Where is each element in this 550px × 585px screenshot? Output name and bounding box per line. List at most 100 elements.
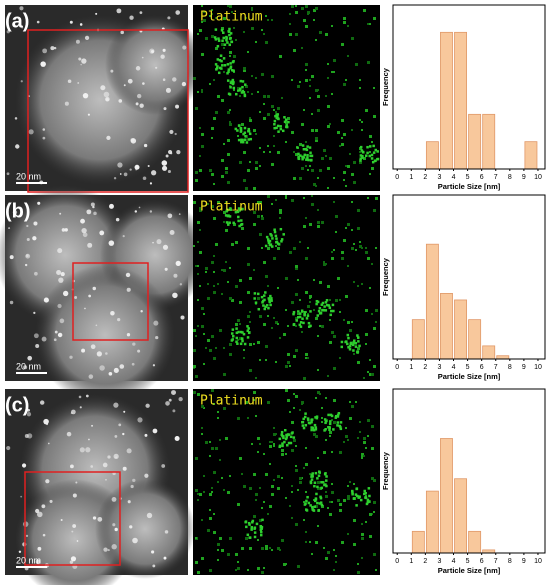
pt-signal bbox=[295, 5, 297, 7]
pt-signal bbox=[213, 513, 215, 515]
pt-cluster bbox=[359, 154, 363, 157]
pt-signal bbox=[333, 71, 335, 73]
pt-particle bbox=[64, 101, 69, 106]
pt-particle bbox=[175, 260, 181, 266]
pt-cluster bbox=[327, 304, 331, 307]
pt-particle bbox=[24, 263, 28, 267]
pt-signal bbox=[279, 337, 281, 339]
pt-cluster bbox=[310, 418, 313, 422]
pt-signal bbox=[353, 353, 355, 355]
pt-signal bbox=[277, 323, 279, 325]
x-axis-label: Particle Size [nm] bbox=[438, 372, 501, 381]
pt-signal bbox=[361, 283, 363, 285]
pt-cluster bbox=[235, 336, 239, 340]
pt-particle bbox=[160, 54, 165, 59]
pt-signal bbox=[229, 267, 231, 269]
pt-cluster bbox=[309, 151, 312, 155]
pt-particle bbox=[25, 253, 31, 259]
pt-signal bbox=[219, 439, 221, 441]
pt-cluster bbox=[244, 83, 247, 86]
pt-signal bbox=[317, 225, 320, 228]
pt-cluster bbox=[331, 303, 335, 307]
pt-cluster bbox=[376, 150, 379, 153]
pt-signal bbox=[359, 147, 362, 150]
pt-cluster bbox=[320, 503, 324, 507]
pt-cluster bbox=[292, 436, 296, 439]
pt-signal bbox=[251, 9, 253, 11]
pt-cluster bbox=[324, 421, 327, 425]
pt-particle bbox=[75, 481, 78, 484]
pt-particle bbox=[88, 294, 92, 298]
pt-signal bbox=[289, 23, 291, 25]
pt-particle bbox=[87, 242, 93, 248]
pt-cluster bbox=[242, 332, 246, 336]
pt-cluster bbox=[229, 208, 233, 211]
pt-signal bbox=[323, 263, 326, 266]
pt-signal bbox=[313, 433, 316, 436]
pt-signal bbox=[331, 25, 333, 27]
pt-signal bbox=[221, 549, 224, 552]
pt-signal bbox=[315, 435, 318, 438]
pt-signal bbox=[199, 209, 202, 212]
pt-signal bbox=[199, 207, 201, 209]
pt-cluster bbox=[248, 132, 252, 136]
pt-signal bbox=[327, 63, 329, 65]
pt-cluster bbox=[262, 304, 265, 307]
pt-signal bbox=[195, 489, 198, 492]
pt-cluster bbox=[237, 207, 241, 210]
pt-cluster bbox=[241, 85, 244, 89]
pt-signal bbox=[269, 441, 271, 443]
pt-signal bbox=[333, 59, 336, 62]
x-tick-label: 8 bbox=[508, 558, 512, 565]
pt-signal bbox=[267, 145, 269, 147]
pt-signal bbox=[247, 263, 250, 266]
pt-particle bbox=[99, 365, 105, 371]
pt-cluster bbox=[366, 500, 370, 504]
pt-particle bbox=[179, 283, 183, 286]
pt-signal bbox=[373, 511, 375, 513]
pt-signal bbox=[223, 269, 226, 272]
pt-cluster bbox=[268, 239, 272, 243]
pt-particle bbox=[14, 117, 18, 120]
pt-particle bbox=[69, 355, 73, 359]
pt-signal bbox=[303, 519, 305, 521]
pt-particle bbox=[28, 129, 34, 135]
pt-particle bbox=[45, 479, 50, 484]
pt-particle bbox=[130, 484, 134, 489]
pt-cluster bbox=[309, 154, 312, 158]
pt-cluster bbox=[217, 37, 220, 40]
pt-signal bbox=[257, 437, 260, 440]
pt-signal bbox=[329, 341, 332, 344]
pt-particle bbox=[155, 66, 158, 69]
pt-cluster bbox=[241, 80, 245, 83]
pt-signal bbox=[231, 243, 234, 246]
pt-signal bbox=[323, 261, 325, 263]
pt-signal bbox=[237, 561, 239, 563]
pt-cluster bbox=[346, 333, 350, 337]
pt-particle bbox=[62, 290, 69, 297]
pt-signal bbox=[269, 547, 271, 549]
pt-signal bbox=[239, 301, 242, 304]
pt-signal bbox=[367, 371, 369, 373]
pt-signal bbox=[195, 107, 198, 110]
pt-signal bbox=[285, 141, 287, 143]
pt-particle bbox=[127, 500, 131, 504]
pt-particle bbox=[81, 348, 86, 353]
pt-signal bbox=[291, 199, 294, 202]
pt-signal bbox=[223, 347, 225, 349]
pt-signal bbox=[221, 99, 224, 102]
pt-cluster bbox=[324, 428, 327, 431]
pt-cluster bbox=[325, 484, 328, 488]
pt-particle bbox=[151, 170, 157, 176]
pt-signal bbox=[201, 53, 204, 56]
pt-particle bbox=[118, 99, 123, 103]
pt-signal bbox=[305, 447, 307, 449]
pt-signal bbox=[227, 139, 230, 142]
pt-cluster bbox=[304, 424, 308, 427]
pt-particle bbox=[123, 84, 126, 87]
pt-cluster bbox=[282, 129, 285, 133]
pt-particle bbox=[26, 238, 30, 242]
pt-signal bbox=[337, 131, 340, 134]
pt-signal bbox=[347, 265, 349, 267]
pt-signal bbox=[243, 485, 246, 488]
